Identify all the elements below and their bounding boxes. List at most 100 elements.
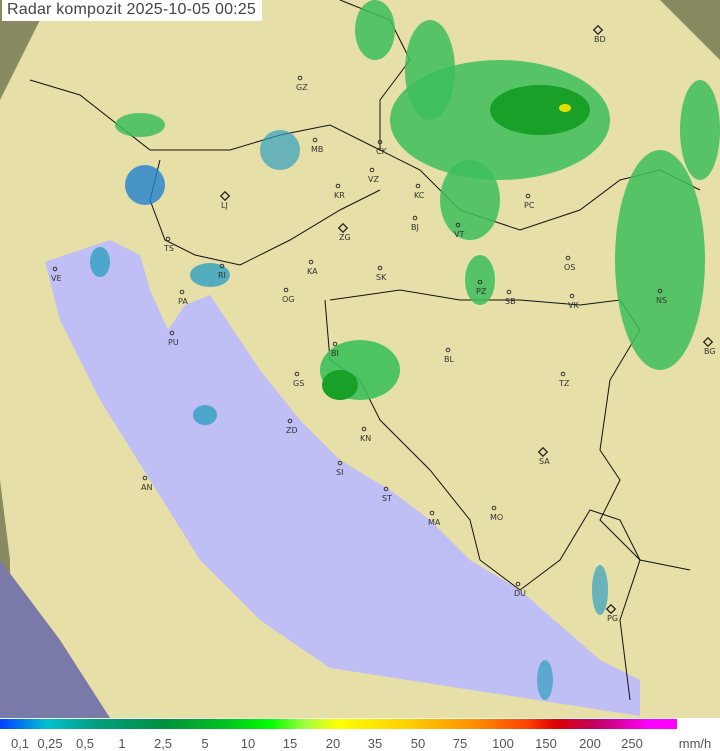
city-label: VZ [368,175,379,184]
radar-echoes [90,0,720,700]
capital-marker-icon [337,222,349,234]
legend-tick: 0,5 [75,736,95,751]
city-marker-icon [377,265,383,271]
city-label: GZ [296,83,308,92]
city-label: PG [607,614,618,623]
city-marker-icon [283,287,289,293]
city-marker-icon [369,167,375,173]
city-marker-icon [52,266,58,272]
city-label: LJ [221,201,228,210]
precipitation-color-scale [0,719,677,729]
city-label: BG [704,347,716,356]
city-label: KN [360,434,371,443]
city-label: SI [336,468,343,477]
city-label: SA [539,457,550,466]
city-marker-icon [445,347,451,353]
city-marker-icon [219,263,225,269]
city-label: VK [568,301,579,310]
adriatic-sea [45,240,640,716]
city-label: KA [307,267,318,276]
city-marker-icon [297,75,303,81]
legend-tick: 75 [452,736,468,751]
city-marker-icon [335,183,341,189]
city-label: MB [311,145,323,154]
legend-unit: mm/h [678,736,712,751]
city-label: OG [282,295,295,304]
city-label: CK [376,147,388,156]
city-marker-icon [525,193,531,199]
legend-tick: 20 [325,736,341,751]
capital-marker-icon [219,190,231,202]
legend-tick: 15 [282,736,298,751]
legend-tick: 0,1 [10,736,30,751]
city-label: AN [141,483,152,492]
city-label: ZG [339,233,351,242]
city-label: TZ [558,379,570,388]
city-label: KR [334,191,345,200]
city-label: OS [564,263,575,272]
legend-tick: 1 [118,736,126,751]
city-label: VT [454,230,464,239]
city-label: SB [505,297,516,306]
city-label: PA [178,297,188,306]
city-markers: GZ MB CK VZ KR KC BD PC LJ TS ZG BJ VT VE RI KA SK OS PA OG… [51,24,716,623]
legend-tick: 150 [535,736,557,751]
city-marker-icon [657,288,663,294]
city-label: ZD [286,426,298,435]
city-marker-icon [560,371,566,377]
city-marker-icon [361,426,367,432]
city-marker-icon [412,215,418,221]
map-title: Radar kompozit 2025-10-05 00:25 [2,0,263,21]
capital-marker-icon [537,446,549,458]
city-marker-icon [169,330,175,336]
city-marker-icon [377,139,383,145]
city-label: MO [490,513,503,522]
legend-tick: 5 [201,736,209,751]
city-marker-icon [477,279,483,285]
city-marker-icon [491,505,497,511]
city-label: DU [514,589,526,598]
city-marker-icon [565,255,571,261]
city-marker-icon [308,259,314,265]
sea-out-of-range [0,560,110,718]
city-label: BI [331,349,339,358]
city-label: PC [524,201,535,210]
city-marker-icon [294,371,300,377]
city-label: PZ [476,287,487,296]
city-label: KC [414,191,425,200]
city-label: VE [51,274,62,283]
city-marker-icon [332,341,338,347]
city-label: TS [163,244,174,253]
legend-tick: 50 [410,736,426,751]
legend-tick: 0,25 [37,736,63,751]
legend-tick: 10 [240,736,256,751]
city-marker-icon [515,581,521,587]
city-marker-icon [142,475,148,481]
capital-marker-icon [592,24,604,36]
capital-marker-icon [702,336,714,348]
city-marker-icon [337,460,343,466]
legend-tick: 100 [492,736,514,751]
city-label: RI [218,271,226,280]
city-label: SK [376,273,387,282]
legend-tick: 35 [367,736,383,751]
city-label: PU [168,338,179,347]
city-marker-icon [506,289,512,295]
city-marker-icon [287,418,293,424]
city-label: BL [444,355,454,364]
city-marker-icon [455,222,461,228]
city-label: GS [293,379,304,388]
city-marker-icon [569,293,575,299]
city-marker-icon [179,289,185,295]
city-marker-icon [415,183,421,189]
radar-map[interactable]: GZ MB CK VZ KR KC BD PC LJ TS ZG BJ VT VE RI KA SK OS PA OG… [0,0,720,718]
city-label: BJ [411,223,419,232]
city-label: ST [382,494,392,503]
city-marker-icon [312,137,318,143]
legend-tick: 2,5 [153,736,173,751]
city-marker-icon [429,510,435,516]
city-label: NS [656,296,667,305]
capital-marker-icon [605,603,617,615]
city-marker-icon [383,486,389,492]
